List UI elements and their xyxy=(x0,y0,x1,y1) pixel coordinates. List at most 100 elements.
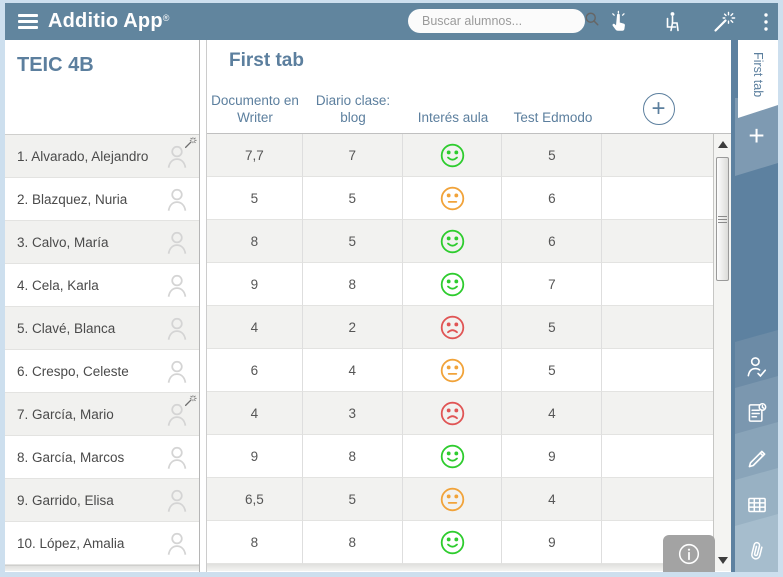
empty-cell[interactable] xyxy=(602,478,714,521)
empty-cell[interactable] xyxy=(602,134,714,177)
grade-cell[interactable]: 5 xyxy=(502,306,603,349)
search-input[interactable] xyxy=(422,14,583,28)
add-column-button[interactable]: + xyxy=(642,93,675,125)
grade-cell[interactable]: 8 xyxy=(207,521,303,564)
column-header-test[interactable]: Test Edmodo xyxy=(513,110,593,126)
grade-cell[interactable]: 5 xyxy=(302,478,403,521)
column-header-documento[interactable]: Documento en Writer xyxy=(211,93,299,126)
overflow-menu-icon[interactable] xyxy=(754,10,778,34)
mood-cell[interactable] xyxy=(402,177,503,220)
scrollbar-thumb[interactable] xyxy=(716,157,730,281)
column-header-diario[interactable]: Diario clase: blog xyxy=(315,93,391,126)
mood-cell[interactable] xyxy=(402,435,503,478)
student-name: 2. Blazquez, Nuria xyxy=(17,191,128,207)
student-row[interactable]: 8. García, Marcos xyxy=(5,436,199,479)
grade-cell[interactable]: 6 xyxy=(207,349,303,392)
grade-cell[interactable]: 8 xyxy=(302,521,403,564)
mood-cell[interactable] xyxy=(402,306,503,349)
mood-cell[interactable] xyxy=(402,220,503,263)
grade-cell[interactable]: 4 xyxy=(502,392,603,435)
grade-cell[interactable]: 8 xyxy=(207,220,303,263)
column-header-interes[interactable]: Interés aula xyxy=(417,110,489,126)
grade-cell[interactable]: 4 xyxy=(207,306,303,349)
student-avatar-icon xyxy=(163,357,191,390)
grade-cell[interactable]: 9 xyxy=(502,435,603,478)
empty-cell[interactable] xyxy=(602,435,714,478)
grade-cell[interactable]: 8 xyxy=(302,263,403,306)
grade-cell[interactable]: 4 xyxy=(207,392,303,435)
student-row[interactable]: 5. Clavé, Blanca xyxy=(5,307,199,350)
grade-cell[interactable]: 5 xyxy=(502,134,603,177)
content-area: TEIC 4B 1. Alvarado, Alejandro 2. Blazque… xyxy=(5,40,778,572)
student-name: 3. Calvo, María xyxy=(17,234,109,250)
grade-cell[interactable]: 9 xyxy=(502,521,603,564)
grade-cell[interactable]: 4 xyxy=(502,478,603,521)
app-content: Additio App® TEIC xyxy=(5,3,778,572)
scroll-up-arrow-icon[interactable] xyxy=(718,141,729,148)
grade-cell[interactable]: 5 xyxy=(502,349,603,392)
next-row-partial xyxy=(207,564,714,571)
gradebook-body: 7,7 7 5 5 5 6 8 5 6 9 8 7 4 2 5 6 4 5 4 3 4 9 8 9 6,5 5 4 8 8 9 xyxy=(207,134,731,571)
seating-plan-icon[interactable] xyxy=(660,10,684,34)
mood-cell[interactable] xyxy=(402,392,503,435)
hamburger-menu-icon[interactable] xyxy=(18,14,38,29)
info-button[interactable] xyxy=(663,535,715,572)
vertical-scrollbar[interactable] xyxy=(713,134,731,571)
empty-cell[interactable] xyxy=(602,306,714,349)
gradebook-panel: First tab Documento en Writer Diario cla… xyxy=(206,40,731,572)
scroll-down-arrow-icon[interactable] xyxy=(718,557,729,564)
student-name: 5. Clavé, Blanca xyxy=(17,320,116,336)
grade-cell[interactable]: 5 xyxy=(302,220,403,263)
search-icon[interactable] xyxy=(583,10,601,33)
student-row[interactable]: 2. Blazquez, Nuria xyxy=(5,178,199,221)
student-row[interactable]: 10. López, Amalia xyxy=(5,522,199,565)
mood-cell[interactable] xyxy=(402,478,503,521)
mood-cell[interactable] xyxy=(402,349,503,392)
student-row[interactable]: 9. Garrido, Elisa xyxy=(5,479,199,522)
student-row[interactable]: 1. Alvarado, Alejandro xyxy=(5,135,199,178)
magic-wand-icon[interactable] xyxy=(712,10,736,34)
student-row[interactable]: 6. Crespo, Celeste xyxy=(5,350,199,393)
tab-first-tab[interactable]: First tab xyxy=(738,40,778,118)
mood-cell[interactable] xyxy=(402,134,503,177)
grade-cell[interactable]: 5 xyxy=(207,177,303,220)
student-avatar-icon xyxy=(163,314,191,347)
grade-cell[interactable]: 7 xyxy=(302,134,403,177)
random-picker-hand-icon[interactable] xyxy=(606,10,630,34)
grade-cell[interactable]: 4 xyxy=(302,349,403,392)
student-avatar-icon xyxy=(163,529,191,562)
grade-cell[interactable]: 6 xyxy=(502,220,603,263)
empty-cell[interactable] xyxy=(602,177,714,220)
student-row[interactable]: 3. Calvo, María xyxy=(5,221,199,264)
empty-cell[interactable] xyxy=(602,263,714,306)
student-avatar-icon xyxy=(163,185,191,218)
grade-cell[interactable]: 2 xyxy=(302,306,403,349)
empty-cell[interactable] xyxy=(602,220,714,263)
empty-cell[interactable] xyxy=(602,349,714,392)
grade-cell[interactable]: 9 xyxy=(207,263,303,306)
mood-cell[interactable] xyxy=(402,263,503,306)
grade-cell[interactable]: 7,7 xyxy=(207,134,303,177)
grade-row: 6,5 5 4 xyxy=(207,478,714,521)
student-row[interactable]: 4. Cela, Karla xyxy=(5,264,199,307)
grade-cell[interactable]: 8 xyxy=(302,435,403,478)
empty-cell[interactable] xyxy=(602,392,714,435)
grade-cell[interactable]: 7 xyxy=(502,263,603,306)
student-avatar-icon xyxy=(163,486,191,519)
grade-cell[interactable]: 9 xyxy=(207,435,303,478)
student-row[interactable]: 7. García, Mario xyxy=(5,393,199,436)
student-avatar-icon xyxy=(163,443,191,476)
grade-cell[interactable]: 6 xyxy=(502,177,603,220)
scrollbar-grip xyxy=(718,216,728,225)
grade-cell[interactable]: 6,5 xyxy=(207,478,303,521)
empty-cell[interactable] xyxy=(602,521,714,564)
student-name: 9. Garrido, Elisa xyxy=(17,492,114,508)
mood-cell[interactable] xyxy=(402,521,503,564)
grade-cell[interactable]: 3 xyxy=(302,392,403,435)
grade-cell[interactable]: 5 xyxy=(302,177,403,220)
magic-wand-badge-icon xyxy=(184,394,197,412)
